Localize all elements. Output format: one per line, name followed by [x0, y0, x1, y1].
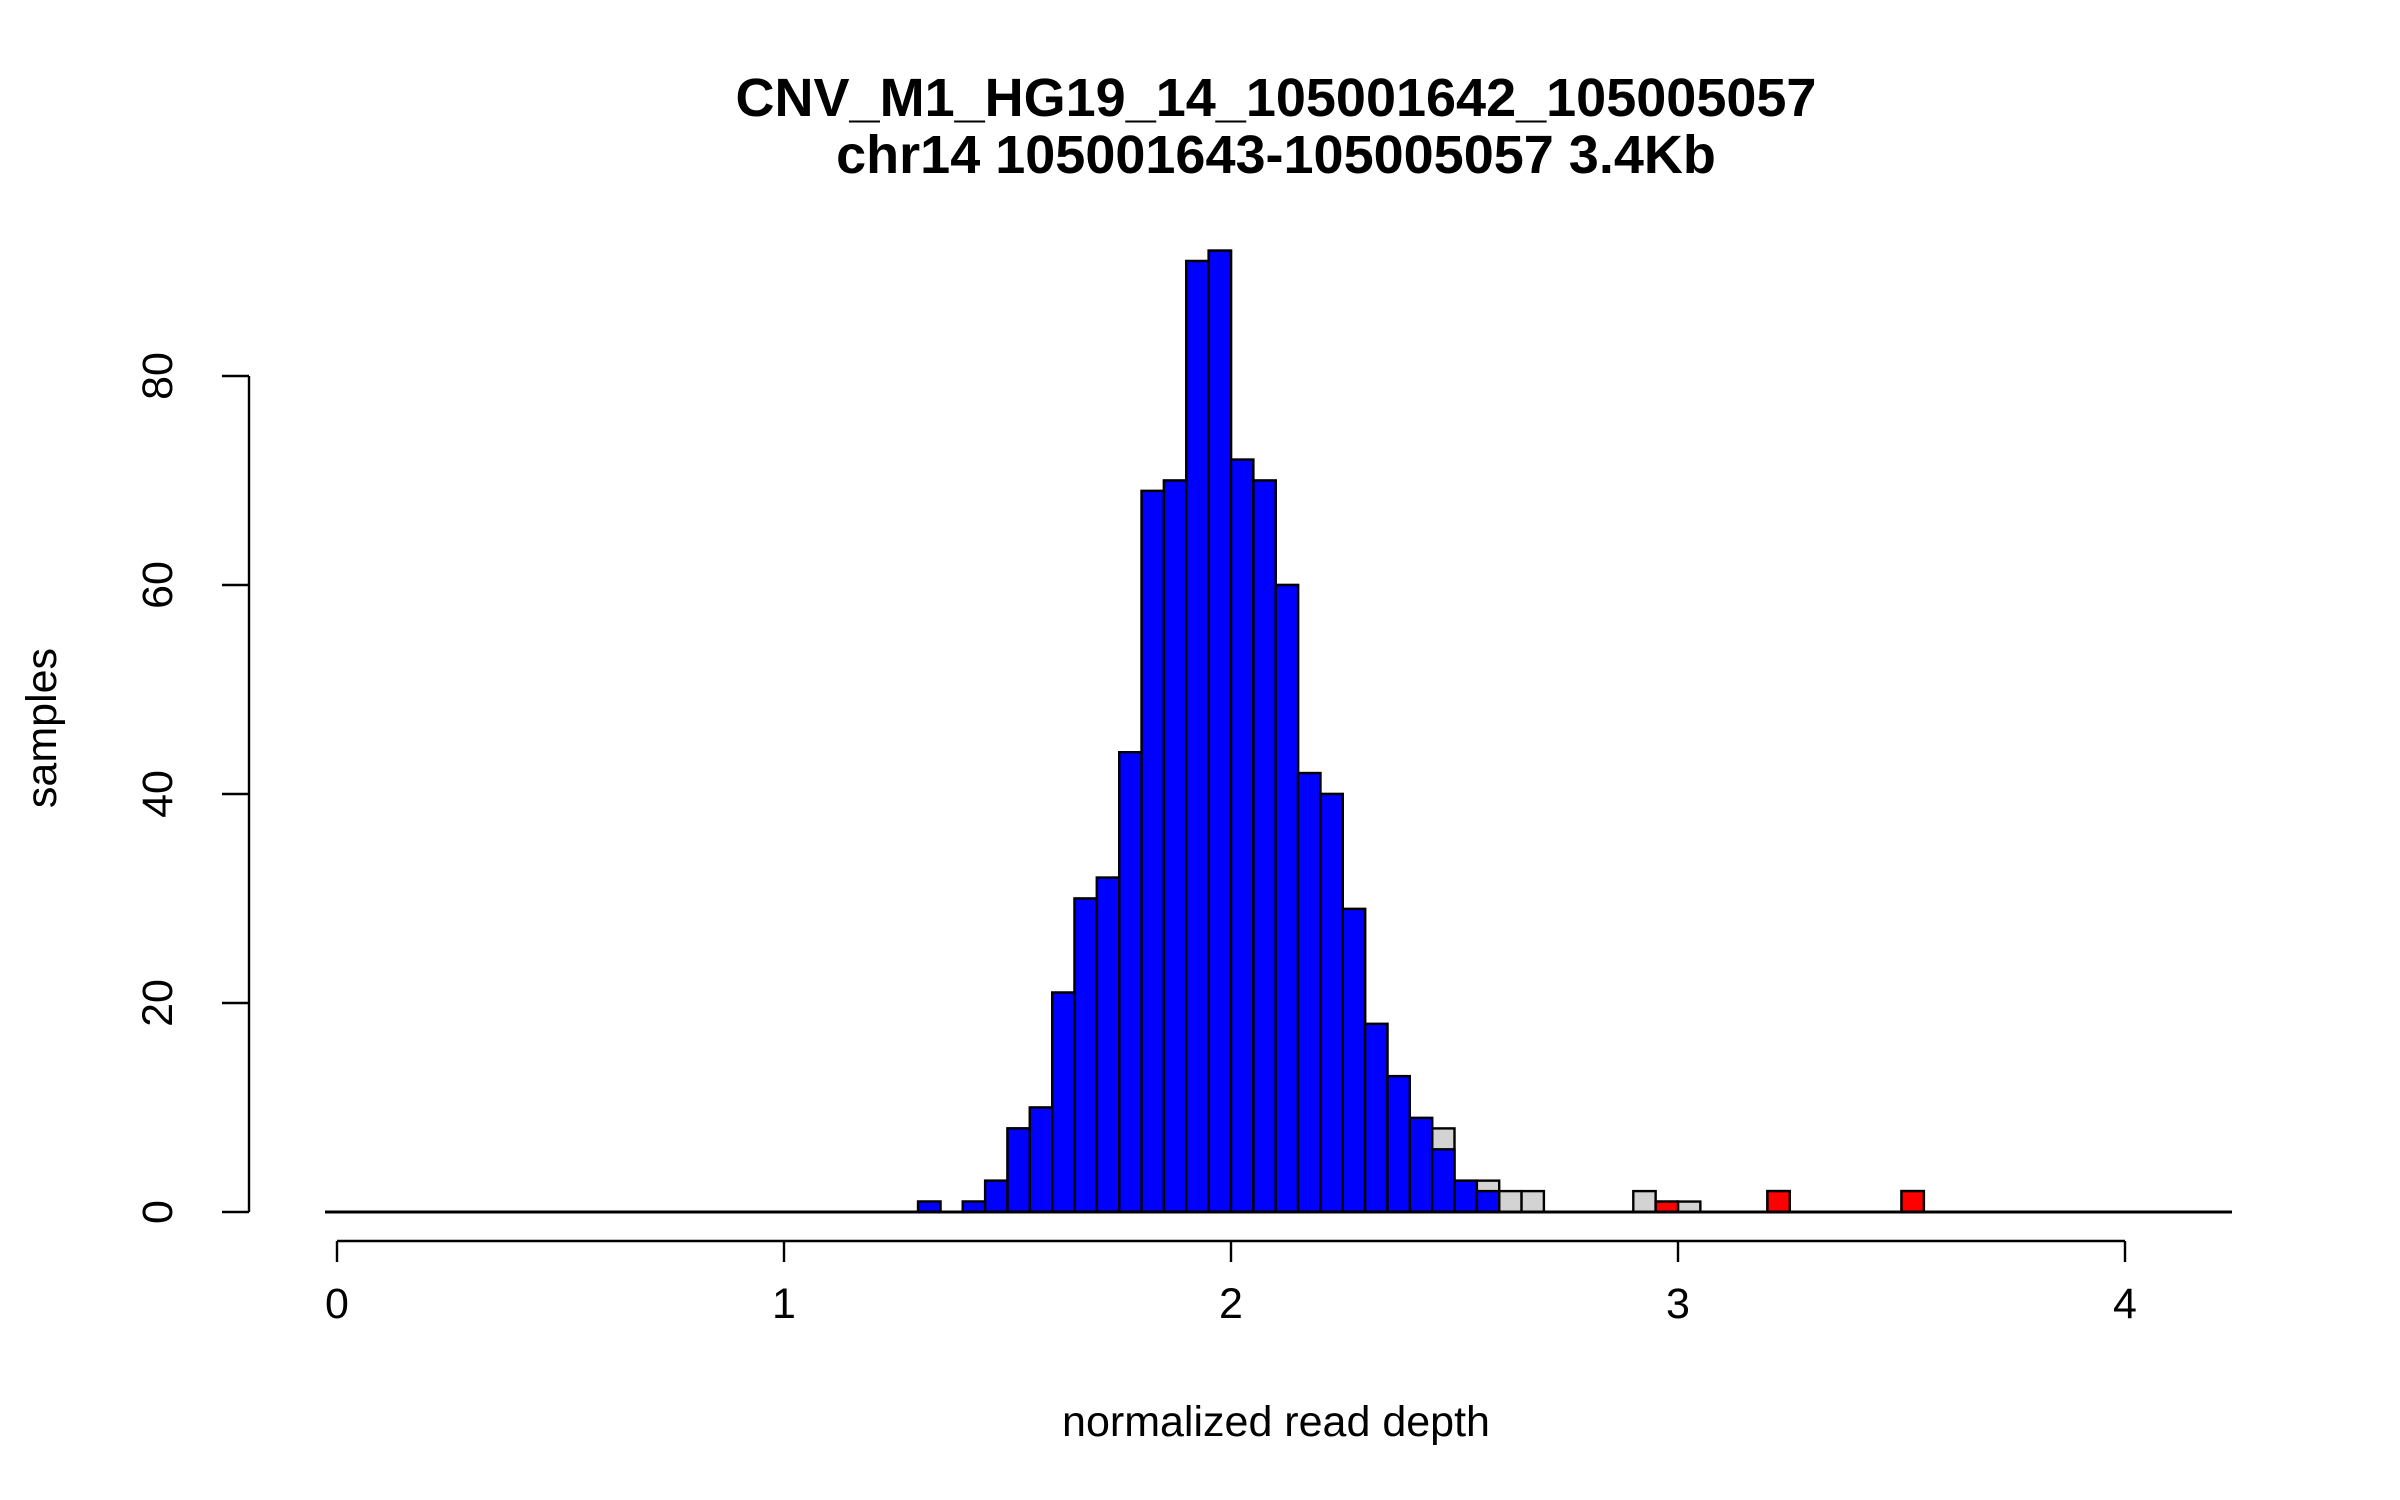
bar-all-2.60 — [1497, 1189, 1523, 1214]
chart-subtitle: chr14 105001643-105005057 3.4Kb — [836, 125, 1716, 185]
bar-normal-2.20 — [1319, 792, 1344, 1214]
bar-normal-2.35 — [1386, 1074, 1411, 1214]
bar-normal-1.85 — [1162, 479, 1188, 1214]
y-tick-label-80: 80 — [134, 352, 182, 400]
bar-normal-1.55 — [1028, 1106, 1054, 1214]
y-tick-label-0: 0 — [134, 1200, 182, 1224]
bar-normal-1.80 — [1140, 489, 1166, 1214]
bar-all-2.90 — [1632, 1189, 1657, 1214]
y-tick-label-60: 60 — [134, 561, 182, 609]
bar-normal-1.75 — [1118, 751, 1143, 1214]
bar-normal-1.45 — [983, 1179, 1009, 1214]
bar-normal-2.50 — [1453, 1179, 1479, 1214]
bar-normal-2.05 — [1252, 479, 1277, 1214]
bar-normal-1.40 — [961, 1200, 987, 1214]
bar-all-2.65 — [1520, 1189, 1546, 1214]
chart-title: CNV_M1_HG19_14_105001642_105005057 — [736, 68, 1817, 128]
x-axis-label: normalized read depth — [1062, 1398, 1490, 1446]
bar-normal-2.40 — [1408, 1116, 1434, 1214]
bar-normal-2.00 — [1229, 458, 1255, 1214]
bar-normal-1.70 — [1095, 876, 1121, 1214]
bar-normal-2.25 — [1341, 907, 1367, 1214]
bar-normal-2.55 — [1475, 1189, 1501, 1214]
x-tick-label-2: 2 — [1219, 1280, 1243, 1328]
x-tick-label-4: 4 — [2113, 1280, 2137, 1328]
bar-gain-3.20 — [1766, 1189, 1791, 1214]
bars-layer — [325, 249, 2232, 1214]
bar-normal-2.10 — [1274, 583, 1300, 1214]
bar-normal-2.30 — [1363, 1022, 1389, 1214]
bar-normal-1.30 — [916, 1200, 942, 1214]
bar-normal-1.90 — [1185, 259, 1210, 1214]
bar-normal-1.65 — [1073, 897, 1099, 1214]
bar-normal-1.95 — [1207, 249, 1233, 1214]
bar-normal-2.15 — [1296, 771, 1322, 1214]
bar-normal-1.50 — [1006, 1127, 1032, 1214]
y-axis-label: samples — [18, 648, 66, 808]
bar-normal-2.45 — [1430, 1148, 1456, 1214]
bar-all-3.00 — [1676, 1200, 1702, 1214]
bar-gain-2.95 — [1654, 1200, 1680, 1214]
y-tick-label-40: 40 — [134, 770, 182, 818]
bar-normal-1.60 — [1050, 991, 1076, 1214]
x-tick-label-3: 3 — [1666, 1280, 1690, 1328]
bar-gain-3.50 — [1900, 1189, 1926, 1214]
y-tick-label-20: 20 — [134, 979, 182, 1027]
x-tick-label-1: 1 — [772, 1280, 796, 1328]
x-tick-label-0: 0 — [325, 1280, 349, 1328]
